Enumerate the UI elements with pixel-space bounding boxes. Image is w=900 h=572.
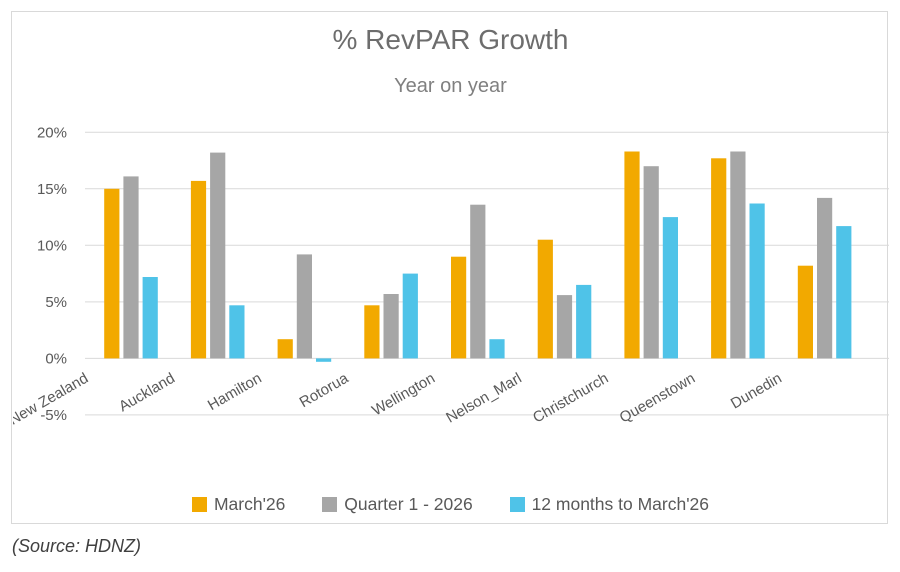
svg-text:20%: 20% — [37, 124, 67, 141]
svg-text:5%: 5% — [45, 294, 67, 311]
svg-text:Wellington: Wellington — [369, 370, 438, 420]
svg-text:15%: 15% — [37, 181, 67, 198]
svg-text:Queenstown: Queenstown — [617, 370, 698, 427]
svg-text:Dunedin: Dunedin — [728, 370, 785, 413]
svg-text:Christchurch: Christchurch — [530, 370, 611, 427]
svg-text:Rotorua: Rotorua — [297, 369, 352, 411]
svg-text:Auckland: Auckland — [116, 370, 178, 416]
svg-text:Hamilton: Hamilton — [205, 370, 265, 414]
svg-text:10%: 10% — [37, 237, 67, 254]
svg-text:0%: 0% — [45, 350, 67, 367]
svg-text:Nelson_Marl: Nelson_Marl — [443, 370, 524, 427]
